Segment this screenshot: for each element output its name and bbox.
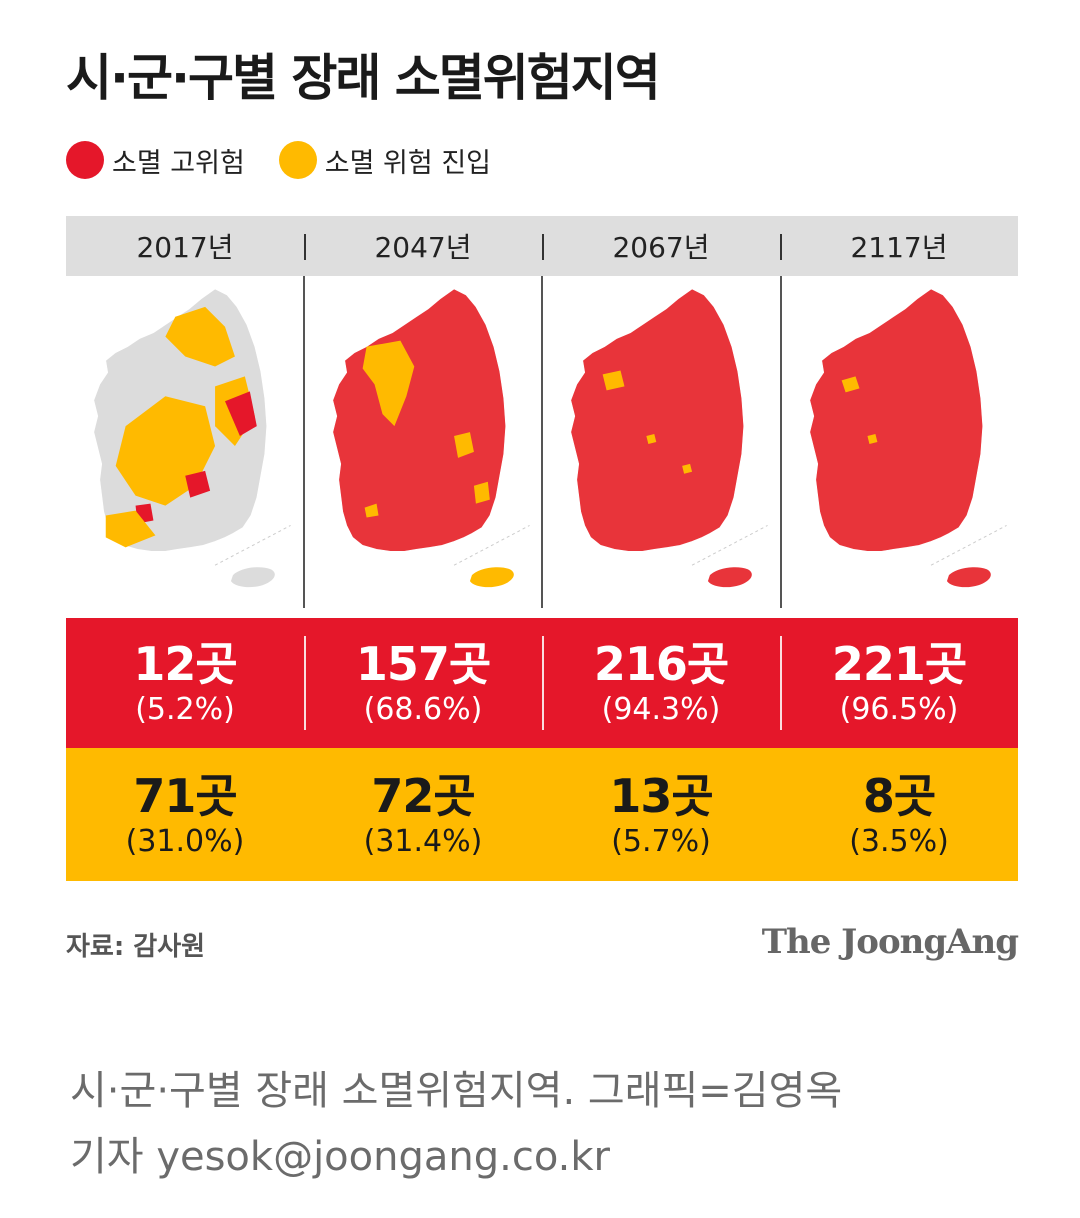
region-blob <box>866 434 877 444</box>
sea-divider-line <box>214 525 291 566</box>
legend: 소멸 고위험 소멸 위험 진입 <box>66 138 525 182</box>
source-note: 자료: 감사원 <box>66 932 206 962</box>
legend-red-dot-icon <box>66 141 104 179</box>
region-blob <box>646 434 657 444</box>
entering-risk-cell: 13곳 (5.7%) <box>542 748 780 881</box>
brand-logo: The JoongAng <box>761 922 1019 962</box>
high-risk-cell: 12곳 (5.2%) <box>66 618 304 748</box>
high-risk-count: 12곳 <box>133 637 237 691</box>
legend-item-high-risk: 소멸 고위험 <box>66 141 245 180</box>
region-blob <box>602 370 625 391</box>
map-2047 <box>302 276 542 608</box>
image-caption: 시·군·구별 장래 소멸위험지역. 그래픽=김영옥 기자 yesok@joong… <box>70 1058 1030 1190</box>
legend-yellow-dot-icon <box>278 141 317 179</box>
korea-map-2117 <box>809 288 1007 588</box>
year-label: 2067년 <box>542 216 780 276</box>
region-blob <box>364 503 379 518</box>
korea-map-2047 <box>332 288 530 588</box>
high-risk-count: 216곳 <box>593 637 729 691</box>
region-blob <box>185 470 211 498</box>
jeju-island <box>469 567 514 588</box>
jeju-island <box>230 567 275 588</box>
region-blob <box>105 510 156 548</box>
entering-risk-count: 72곳 <box>371 768 475 823</box>
sea-divider-line <box>930 525 1007 566</box>
entering-risk-percent: (31.0%) <box>125 823 245 859</box>
high-risk-percent: (68.6%) <box>363 692 483 727</box>
sea-divider-line <box>453 525 530 566</box>
mainland-shape <box>570 288 745 552</box>
year-header: 2017년 2047년 2067년 2117년 <box>66 216 1018 276</box>
entering-risk-cell: 71곳 (31.0%) <box>66 748 304 881</box>
map-row <box>66 276 1018 608</box>
legend-label-high-risk: 소멸 고위험 <box>112 147 245 179</box>
jeju-island <box>946 567 991 588</box>
legend-item-entering-risk: 소멸 위험 진입 <box>278 141 492 180</box>
legend-label-entering-risk: 소멸 위험 진입 <box>324 147 492 179</box>
region-blob <box>362 340 414 427</box>
map-2067 <box>541 276 780 608</box>
caption-line: 기자 yesok@joongang.co.kr <box>70 1134 610 1180</box>
entering-risk-percent: (31.4%) <box>363 823 483 859</box>
region-blob <box>165 306 235 367</box>
entering-risk-count: 71곳 <box>133 768 237 823</box>
korea-map-2017 <box>93 288 291 588</box>
entering-risk-percent: (5.7%) <box>611 823 711 859</box>
region-blob <box>453 432 474 458</box>
high-risk-percent: (94.3%) <box>601 692 721 727</box>
high-risk-cell: 221곳 (96.5%) <box>780 618 1018 748</box>
high-risk-cell: 157곳 (68.6%) <box>304 618 542 748</box>
region-blob <box>473 481 490 504</box>
mainland-shape <box>332 288 506 552</box>
region-blob <box>682 463 693 474</box>
high-risk-percent: (96.5%) <box>839 692 959 727</box>
entering-risk-count: 8곳 <box>862 768 936 823</box>
year-label: 2117년 <box>780 216 1018 276</box>
year-label: 2017년 <box>136 231 234 264</box>
jeju-island <box>707 567 752 588</box>
entering-risk-count: 13곳 <box>609 768 713 823</box>
chart-title: 시·군·구별 장래 소멸위험지역 <box>66 49 661 107</box>
map-2017 <box>66 276 303 608</box>
caption-line: 시·군·구별 장래 소멸위험지역. 그래픽=김영옥 <box>70 1068 843 1114</box>
entering-risk-cell: 8곳 (3.5%) <box>780 748 1018 881</box>
korea-map-2067 <box>570 288 768 588</box>
region-blob <box>224 391 257 437</box>
high-risk-percent: (5.2%) <box>135 692 235 727</box>
high-risk-cell: 216곳 (94.3%) <box>542 618 780 748</box>
high-risk-band: 12곳 (5.2%) 157곳 (68.6%) 216곳 (94.3%) 221… <box>66 618 1018 748</box>
entering-risk-percent: (3.5%) <box>849 823 949 859</box>
region-blob <box>841 376 860 393</box>
sea-divider-line <box>691 525 768 566</box>
year-label: 2047년 <box>304 216 542 276</box>
entering-risk-cell: 72곳 (31.4%) <box>304 748 542 881</box>
mainland-shape <box>809 288 983 552</box>
high-risk-count: 157곳 <box>355 637 491 691</box>
high-risk-count: 221곳 <box>831 637 967 691</box>
entering-risk-band: 71곳 (31.0%) 72곳 (31.4%) 13곳 (5.7%) 8곳 (3… <box>66 748 1018 881</box>
map-2117 <box>779 276 1019 608</box>
